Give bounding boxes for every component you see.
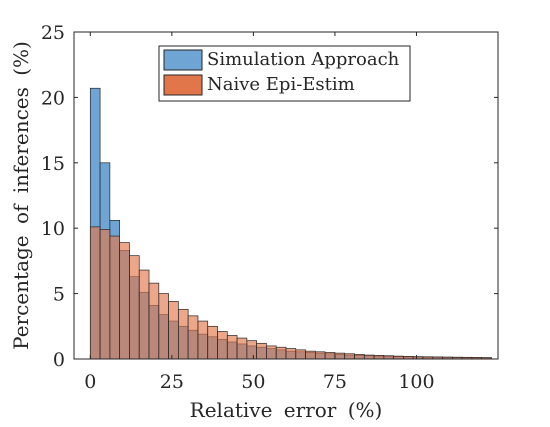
naive-bar bbox=[227, 335, 237, 359]
naive-bar bbox=[266, 346, 276, 359]
naive-bar bbox=[325, 352, 335, 359]
y-tick-label: 10 bbox=[41, 218, 65, 240]
naive-bar bbox=[208, 326, 218, 359]
y-tick-label: 5 bbox=[53, 284, 65, 306]
x-axis-title: Relative error (%) bbox=[190, 398, 383, 422]
naive-bar bbox=[120, 243, 130, 359]
naive-bar bbox=[364, 355, 374, 359]
naive-bar bbox=[237, 338, 247, 359]
naive-bar bbox=[159, 294, 169, 359]
naive-bar bbox=[169, 301, 179, 359]
naive-bar bbox=[335, 353, 345, 359]
naive-bar bbox=[374, 355, 384, 359]
naive-bar bbox=[198, 321, 208, 359]
naive-bars bbox=[90, 227, 491, 359]
naive-bar bbox=[100, 230, 110, 359]
legend: Simulation Approach Naive Epi-Estim bbox=[159, 46, 410, 101]
y-tick-label: 15 bbox=[41, 153, 65, 175]
naive-bar bbox=[188, 316, 198, 359]
legend-swatch-simulation bbox=[164, 50, 202, 70]
x-tick-label: 75 bbox=[323, 371, 347, 393]
y-tick-label: 0 bbox=[53, 349, 65, 371]
naive-bar bbox=[345, 354, 355, 359]
naive-bar bbox=[286, 349, 296, 359]
x-tick-label: 0 bbox=[84, 371, 96, 393]
legend-label-simulation: Simulation Approach bbox=[207, 49, 400, 70]
x-tick-label: 100 bbox=[398, 371, 434, 393]
naive-bar bbox=[139, 270, 149, 359]
y-tick-label: 20 bbox=[41, 87, 65, 109]
naive-bar bbox=[354, 354, 364, 359]
naive-bar bbox=[110, 236, 120, 359]
naive-bar bbox=[276, 347, 286, 359]
naive-bar bbox=[129, 256, 139, 359]
naive-bar bbox=[149, 283, 159, 359]
naive-bar bbox=[257, 343, 267, 359]
legend-swatch-naive bbox=[164, 75, 202, 95]
x-tick-label: 50 bbox=[241, 371, 265, 393]
x-tick-label: 25 bbox=[160, 371, 184, 393]
naive-bar bbox=[296, 350, 306, 359]
naive-bar bbox=[247, 341, 257, 359]
y-tick-label: 25 bbox=[41, 22, 65, 44]
naive-bar bbox=[218, 332, 228, 359]
legend-label-naive: Naive Epi-Estim bbox=[207, 74, 355, 95]
naive-bar bbox=[90, 227, 100, 359]
naive-bar bbox=[306, 351, 316, 359]
naive-bar bbox=[315, 352, 325, 359]
y-axis-title: Percentage of inferences (%) bbox=[9, 41, 33, 350]
naive-bar bbox=[178, 309, 188, 359]
